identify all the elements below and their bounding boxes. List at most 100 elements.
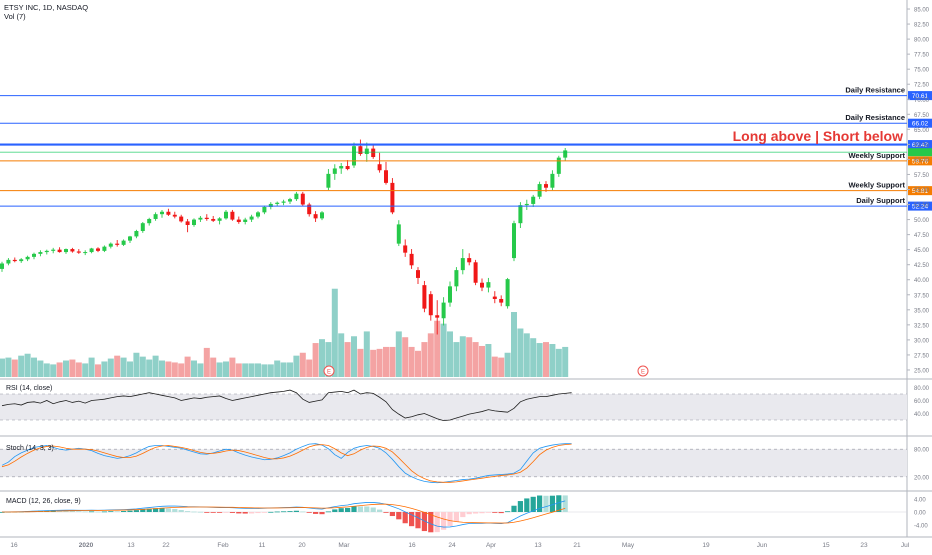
volume-bar (235, 363, 242, 377)
volume-bar (376, 348, 383, 377)
candle-body (153, 214, 158, 219)
macd-histogram-bar (524, 498, 530, 512)
volume-bar (274, 360, 281, 377)
candle-body (563, 150, 568, 158)
candle-body (454, 270, 459, 287)
macd-histogram-bar (185, 511, 191, 512)
volume-bar (511, 312, 517, 377)
candle-body (550, 173, 555, 188)
candle-body (345, 166, 350, 170)
candle-body (147, 218, 152, 224)
volume-bar (0, 358, 5, 377)
volume-bar (383, 346, 389, 377)
candle-body (204, 217, 209, 219)
macd-histogram-bar (466, 512, 472, 515)
volume-bar (178, 363, 185, 377)
macd-histogram-bar (345, 507, 351, 512)
macd-histogram-bar (274, 511, 280, 513)
volume-bar (523, 333, 530, 377)
volume-bar (543, 342, 549, 377)
macd-histogram-bar (434, 512, 440, 533)
price-tick-label: 82.50 (914, 23, 930, 29)
volume-bar (427, 333, 434, 377)
price-tick-label: 57.50 (914, 173, 930, 179)
candle-body (313, 214, 318, 219)
candle-body (281, 201, 286, 203)
macd-histogram-bar (236, 512, 242, 514)
volume-bar (331, 288, 338, 377)
volume-header: Vol (7) (4, 12, 26, 21)
time-axis-label: 20 (298, 542, 306, 549)
macd-histogram-bar (338, 508, 344, 512)
candle-body (307, 204, 312, 215)
macd-histogram-bar (383, 512, 389, 513)
volume-bar (255, 363, 261, 377)
stoch-d-line (1, 443, 572, 483)
candle-body (332, 168, 337, 174)
volume-bar (287, 362, 293, 377)
volume-bar (101, 361, 108, 377)
symbol-header: ETSY INC, 1D, NASDAQ (4, 3, 88, 12)
candle-body (249, 216, 254, 220)
volume-bar (248, 363, 255, 377)
level-label-1: Daily Resistance (845, 113, 905, 122)
macd-histogram-bar (562, 495, 568, 512)
price-tick-label: 37.50 (914, 293, 930, 299)
macd-histogram-bar (165, 508, 171, 512)
macd-histogram-bar (69, 510, 75, 512)
candle-body (140, 223, 145, 232)
macd-histogram-bar (377, 509, 383, 512)
earnings-marker-text: E (327, 369, 331, 375)
volume-bar (536, 343, 543, 377)
volume-bar (498, 357, 505, 377)
stoch-band (0, 449, 907, 477)
candle-body (524, 203, 529, 206)
candle-body (339, 166, 344, 169)
level-price-tag-3 (908, 156, 932, 166)
candle-body (396, 224, 401, 244)
price-tick-label: 52.50 (914, 203, 930, 209)
macd-histogram-bar (261, 512, 267, 513)
candle-body (108, 243, 113, 247)
volume-bar (472, 342, 479, 377)
candle-body (473, 262, 478, 283)
candle-body (6, 259, 11, 264)
candle-body (192, 219, 196, 225)
level-label-3: Weekly Support (848, 151, 905, 160)
macd-histogram-bar (121, 510, 127, 512)
macd-histogram-bar (287, 511, 293, 512)
macd-histogram-bar (146, 508, 152, 512)
candle-body (243, 219, 248, 222)
candle-body (57, 249, 62, 253)
stoch-label: Stoch (14, 3, 3) (6, 445, 54, 452)
annotation-text: Long above | Short below (733, 128, 903, 144)
candle-body (121, 240, 126, 245)
candle-body (0, 263, 4, 269)
time-axis-label: Apr (486, 542, 497, 549)
candle-body (294, 193, 299, 200)
time-axis-label: 23 (860, 542, 868, 549)
volume-bar (479, 345, 485, 377)
candle-body (12, 259, 17, 262)
volume-bar (114, 355, 121, 377)
volume-bar (24, 353, 31, 377)
macd-histogram-bar (389, 512, 395, 517)
candle-body (467, 258, 472, 263)
candle-body (160, 211, 164, 215)
candle-body (499, 298, 504, 303)
candle-body (38, 252, 43, 254)
price-tick-label: 80.00 (914, 38, 930, 44)
volume-bar (191, 360, 197, 377)
price-tick-label: 77.50 (914, 53, 930, 59)
volume-bar (11, 359, 18, 377)
candle-body (76, 251, 81, 253)
macd-histogram-bar (498, 512, 504, 514)
volume-bar (88, 357, 95, 377)
candle-body (83, 252, 88, 254)
level-price-tag-text-5: 52.24 (912, 204, 929, 211)
volume-bar (242, 363, 249, 377)
volume-bar (447, 331, 453, 377)
macd-histogram-bar (229, 512, 235, 513)
time-axis-label: 13 (534, 542, 542, 549)
